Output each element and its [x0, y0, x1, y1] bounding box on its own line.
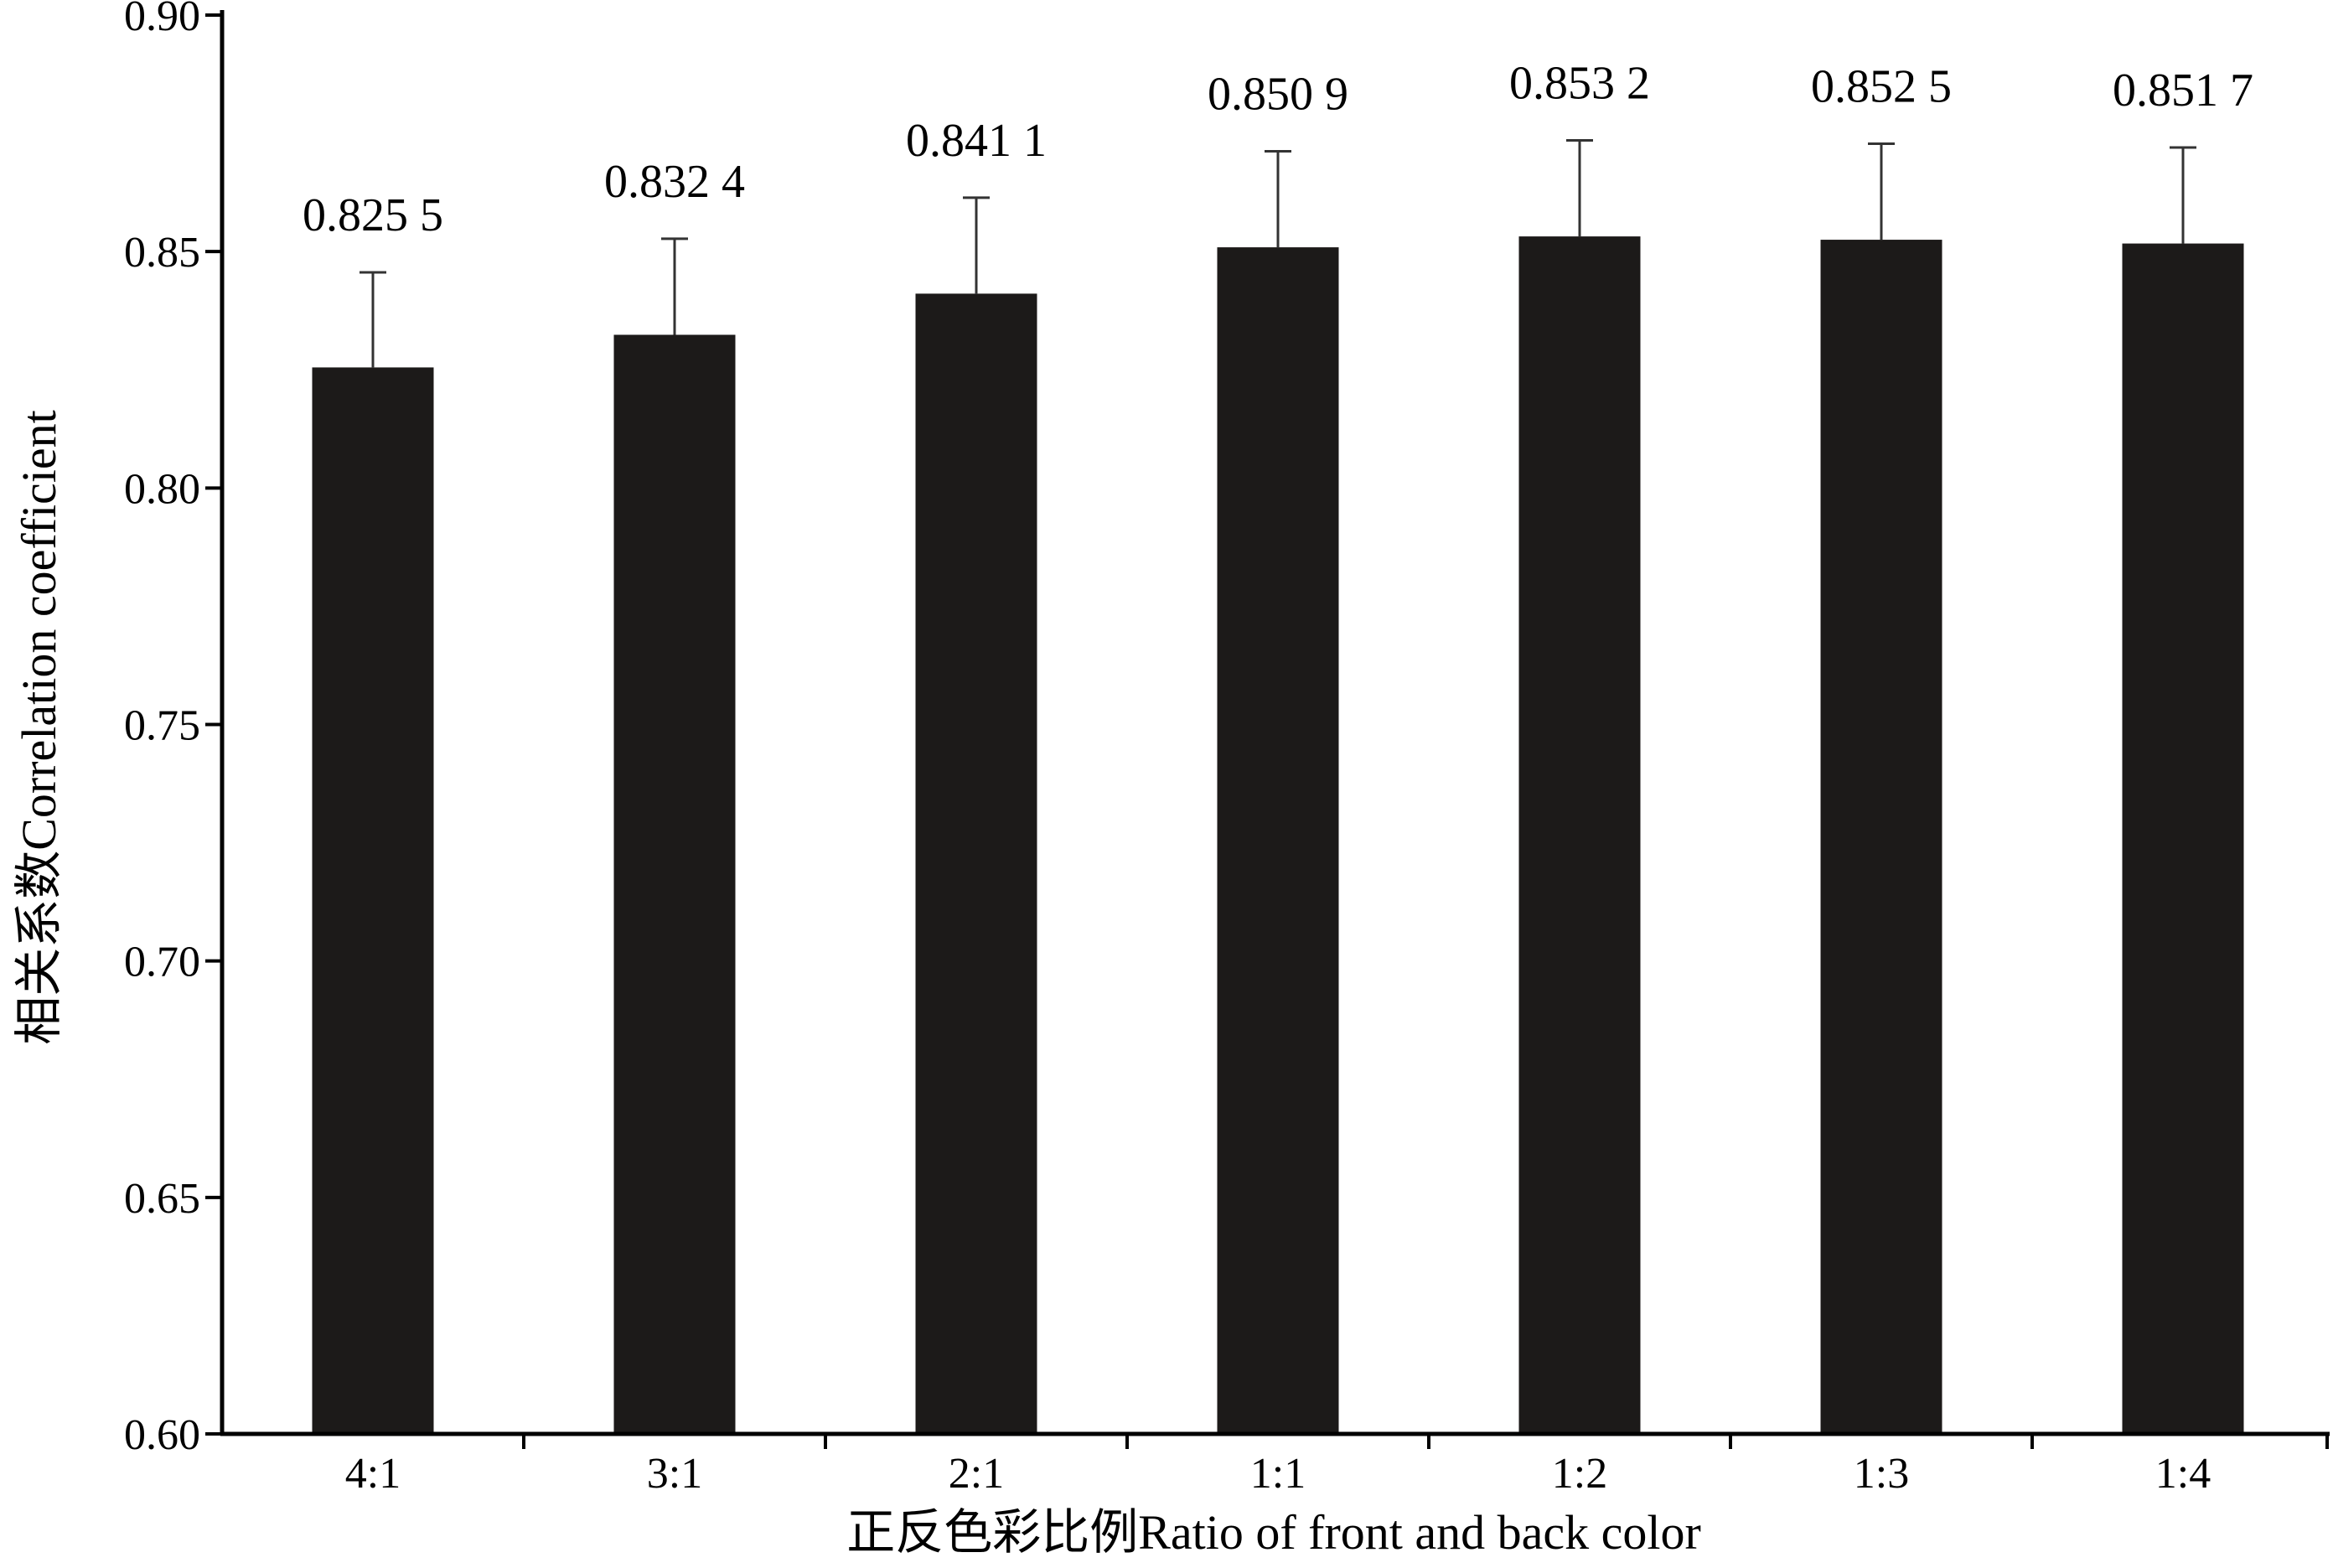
- x-tick-label: 3:1: [647, 1450, 702, 1498]
- y-tick-label: 0.70: [124, 939, 200, 986]
- y-tick-label: 0.80: [124, 465, 200, 513]
- x-tick-label: 1:4: [2155, 1450, 2211, 1498]
- bar: [613, 334, 736, 1435]
- y-tick-label: 0.75: [124, 702, 200, 750]
- bar: [1820, 240, 1942, 1434]
- y-tick-label: 0.65: [124, 1175, 200, 1223]
- x-tick-label: 4:1: [345, 1450, 401, 1498]
- x-tick-label: 1:3: [1854, 1450, 1909, 1498]
- bar: [1217, 247, 1339, 1435]
- labels-group: 0.825 5 4:1 0.832 4 3:1 0.841 1 2:1 0.850 9 1:1…: [124, 0, 2253, 1498]
- bar: [312, 367, 434, 1434]
- y-tick-label: 0.85: [124, 229, 200, 277]
- bars-group: [312, 236, 2244, 1435]
- x-tick-label: 1:2: [1552, 1450, 1607, 1498]
- y-axis-title: 相关系数Correlation coefficient: [12, 410, 66, 1045]
- data-label: 0.841 1: [906, 115, 1047, 167]
- x-axis-title: 正反色彩比例Ratio of front and back color: [846, 1505, 1701, 1560]
- y-tick-label: 0.60: [124, 1411, 200, 1459]
- data-label: 0.850 9: [1208, 69, 1348, 121]
- error-bars-group: [360, 139, 2196, 368]
- bar: [2122, 243, 2244, 1434]
- bar: [1518, 236, 1641, 1434]
- data-label: 0.851 7: [2113, 65, 2253, 116]
- axes-group: [205, 10, 2330, 1449]
- data-label: 0.832 4: [604, 156, 745, 208]
- data-label: 0.852 5: [1811, 60, 1952, 112]
- x-tick-label: 1:1: [1250, 1450, 1306, 1498]
- bar: [915, 293, 1037, 1434]
- data-label: 0.853 2: [1509, 58, 1650, 110]
- y-tick-label: 0.90: [124, 0, 200, 40]
- x-tick-label: 2:1: [949, 1450, 1004, 1498]
- data-label: 0.825 5: [303, 189, 443, 241]
